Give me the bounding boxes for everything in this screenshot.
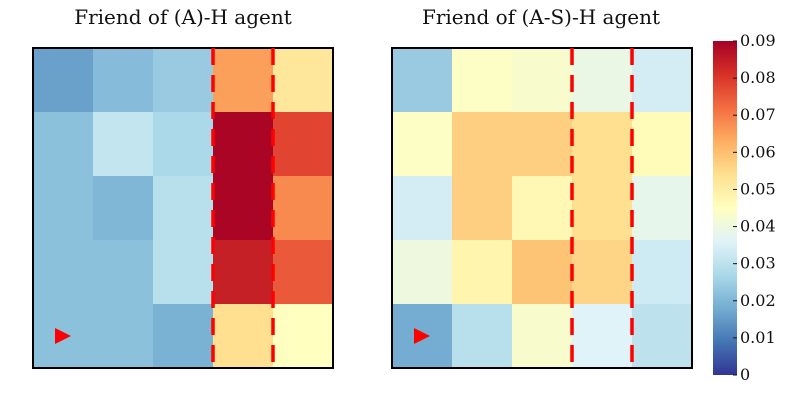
heatmap-cell: [632, 240, 693, 305]
heatmap-cell: [93, 304, 154, 369]
heatmap-cell: [33, 176, 94, 241]
left-chart-title: Friend of (A)-H agent: [74, 5, 292, 29]
agent-marker-triangle-icon: [55, 328, 71, 344]
heatmap-cell: [452, 112, 513, 177]
colorbar-tick-label: 0.05: [740, 179, 776, 198]
heatmap-cell: [33, 240, 94, 305]
colorbar-gradient: [713, 41, 737, 375]
colorbar-tick-label: 0.09: [740, 31, 776, 50]
heatmap-cell: [33, 112, 94, 177]
heatmap-cell: [392, 112, 453, 177]
heatmap-cell: [153, 304, 214, 369]
colorbar-tick-label: 0.06: [740, 142, 776, 161]
colorbar-tick-label: 0: [740, 365, 750, 384]
heatmap-cell: [572, 240, 633, 305]
colorbar-tick-label: 0.03: [740, 254, 776, 273]
heatmap-frame: [32, 47, 334, 369]
heatmap-cell: [392, 176, 453, 241]
heatmap-cell: [512, 240, 573, 305]
heatmap-cell: [572, 48, 633, 113]
colorbar-tick-label: 0.02: [740, 291, 776, 310]
heatmap-cell: [512, 176, 573, 241]
left-heatmap: [32, 47, 334, 369]
heatmap-cell: [572, 304, 633, 369]
heatmap-cell: [33, 48, 94, 113]
heatmap-cell: [93, 48, 154, 113]
heatmap-cell: [93, 112, 154, 177]
colorbar-tick-label: 0.07: [740, 105, 776, 124]
heatmap-cell: [273, 176, 334, 241]
heatmap-cell: [273, 48, 334, 113]
right-chart-title: Friend of (A-S)-H agent: [422, 5, 660, 29]
heatmap-cell: [452, 48, 513, 113]
colorbar-tick-label: 0.01: [740, 328, 776, 347]
heatmap-cell: [392, 48, 453, 113]
agent-marker-triangle-icon: [414, 328, 430, 344]
heatmap-cell: [213, 48, 274, 113]
heatmap-cell: [213, 112, 274, 177]
colorbar-tick-label: 0.08: [740, 68, 776, 87]
heatmap-cell: [213, 304, 274, 369]
heatmap-cell: [93, 176, 154, 241]
heatmap-cell: [632, 48, 693, 113]
heatmap-cell: [512, 304, 573, 369]
heatmap-cell: [512, 112, 573, 177]
heatmap-cell: [213, 240, 274, 305]
heatmap-cell: [452, 176, 513, 241]
heatmap-cell: [213, 176, 274, 241]
colorbar: 0 0.01 0.02 0.03 0.04 0.05 0.06 0.07 0.08 0.09: [713, 31, 776, 384]
heatmap-cell: [153, 48, 214, 113]
heatmap-cell: [632, 176, 693, 241]
heatmap-cell: [392, 240, 453, 305]
heatmap-cell: [572, 112, 633, 177]
heatmap-cell: [452, 240, 513, 305]
heatmap-cell: [273, 240, 334, 305]
heatmap-cell: [512, 48, 573, 113]
heatmap-cell: [153, 112, 214, 177]
heatmap-cell: [273, 304, 334, 369]
heatmap-cell: [153, 176, 214, 241]
heatmap-cell: [273, 112, 334, 177]
heatmap-cell: [452, 304, 513, 369]
right-heatmap: [391, 47, 693, 369]
heatmap-cell: [572, 176, 633, 241]
heatmap-cell: [632, 304, 693, 369]
heatmap-cell: [153, 240, 214, 305]
heatmap-frame: [391, 47, 693, 369]
heatmap-cell: [632, 112, 693, 177]
heatmap-cell: [93, 240, 154, 305]
colorbar-tick-label: 0.04: [740, 217, 776, 236]
